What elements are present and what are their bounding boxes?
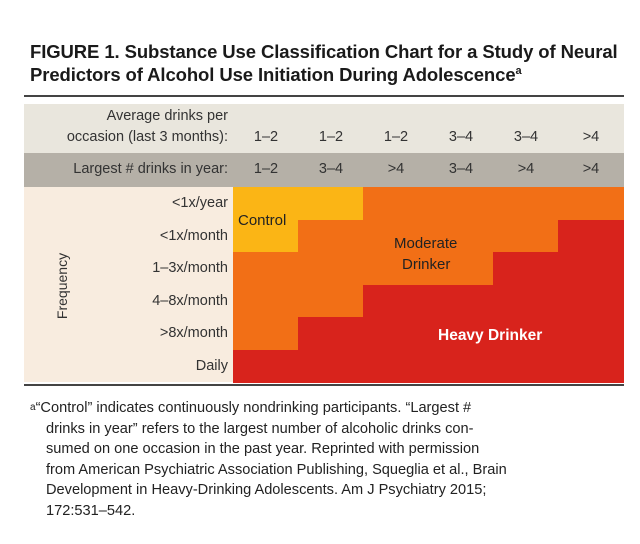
header-row-average <box>24 104 624 153</box>
avg-drinks-col-3: 1–2 <box>383 129 409 145</box>
grid-cell-control <box>298 187 364 221</box>
grid-cell-moderate <box>363 187 429 221</box>
grid-cell-heavy <box>298 317 364 351</box>
avg-drinks-label-line2: occasion (last 3 months): <box>66 129 228 145</box>
grid-cell-moderate <box>298 220 364 253</box>
grid-cell-moderate <box>298 285 364 318</box>
grid-cell-heavy <box>363 285 429 318</box>
control-zone-label: Control <box>238 212 287 229</box>
frequency-row-label: <1x/month <box>159 227 228 244</box>
grid-cell-control <box>233 220 299 253</box>
footnote-line-6: 172:531–542. <box>46 502 136 519</box>
footnote: a“Control” indicates continuously nondri… <box>30 398 630 522</box>
grid-cell-heavy <box>558 350 624 383</box>
largest-drinks-col-6: >4 <box>582 161 600 177</box>
largest-drinks-col-5: >4 <box>517 161 535 177</box>
grid-cell-heavy <box>558 285 624 318</box>
largest-drinks-col-2: 3–4 <box>318 161 344 177</box>
grid-cell-heavy <box>428 317 494 351</box>
grid-cell-heavy <box>298 350 364 383</box>
grid-cell-heavy <box>558 220 624 253</box>
figure-title: FIGURE 1. Substance Use Classification C… <box>30 40 630 86</box>
grid-cell-heavy <box>428 285 494 318</box>
avg-drinks-col-5: 3–4 <box>513 129 539 145</box>
frequency-row-label: >8x/month <box>159 325 228 341</box>
largest-drinks-col-3: >4 <box>387 161 405 177</box>
grid-cell-heavy <box>363 350 429 383</box>
header-row-largest <box>24 153 624 187</box>
bottom-rule <box>24 384 624 386</box>
footnote-line-2: drinks in year” refers to the largest nu… <box>46 420 474 437</box>
moderate-zone-label-line1: Moderate <box>394 235 458 252</box>
avg-drinks-col-2: 1–2 <box>318 129 344 145</box>
grid-cell-heavy <box>493 285 559 318</box>
avg-drinks-col-4: 3–4 <box>448 129 474 145</box>
moderate-zone-label-line2: Drinker <box>402 256 451 273</box>
grid-cell-moderate <box>233 285 299 318</box>
grid-cell-heavy <box>428 350 494 383</box>
grid-cell-heavy <box>363 317 429 351</box>
avg-drinks-label-line1: Average drinks per <box>106 108 228 124</box>
figure-title-line2: Predictors of Alcohol Use Initiation Dur… <box>30 64 516 85</box>
top-rule <box>24 95 624 97</box>
frequency-row-label: 1–3x/month <box>152 260 228 276</box>
figure-title-line1: FIGURE 1. Substance Use Classification C… <box>30 41 618 62</box>
grid-cell-moderate <box>428 220 494 253</box>
footnote-mark: a <box>30 402 36 413</box>
footnote-line-1: “Control” indicates continuously nondrin… <box>35 400 472 416</box>
largest-drinks-col-1: 1–2 <box>253 161 279 177</box>
footnote-line-5: Development in Heavy-Drinking Adolescent… <box>46 482 487 499</box>
heavy-zone-label: Heavy Drinker <box>438 327 543 344</box>
title-footnote-mark: a <box>515 64 522 77</box>
footnote-line-4: from American Psychiatric Association Pu… <box>46 461 507 478</box>
largest-drinks-label: Largest # drinks in year: <box>73 161 228 177</box>
largest-drinks-col-4: 3–4 <box>448 161 474 177</box>
grid-cell-moderate <box>428 187 494 221</box>
grid-cell-control <box>233 187 299 221</box>
grid-cell-moderate <box>233 252 299 286</box>
grid-cell-heavy <box>558 252 624 286</box>
grid-cell-moderate <box>363 252 429 286</box>
frequency-row-label: 4–8x/month <box>152 292 228 309</box>
frequency-axis-label: Frequency <box>54 252 70 320</box>
grid-cell-heavy <box>558 317 624 351</box>
grid-cell-moderate <box>558 187 624 221</box>
grid-cell-moderate <box>363 220 429 253</box>
grid-cell-moderate <box>298 252 364 286</box>
frequency-row-label: <1x/year <box>171 195 228 211</box>
frequency-row-label: Daily <box>195 357 228 374</box>
grid-cell-heavy <box>233 350 299 383</box>
grid-cell-moderate <box>493 220 559 253</box>
avg-drinks-col-6: >4 <box>582 129 600 145</box>
avg-drinks-col-1: 1–2 <box>253 129 279 145</box>
grid-cell-heavy <box>493 350 559 383</box>
grid-cell-heavy <box>493 252 559 286</box>
grid-cell-heavy <box>493 317 559 351</box>
grid-cell-moderate <box>428 252 494 286</box>
grid-cell-moderate <box>493 187 559 221</box>
footnote-line-3: sumed on one occasion in the past year. … <box>46 441 480 458</box>
grid-cell-moderate <box>233 317 299 351</box>
